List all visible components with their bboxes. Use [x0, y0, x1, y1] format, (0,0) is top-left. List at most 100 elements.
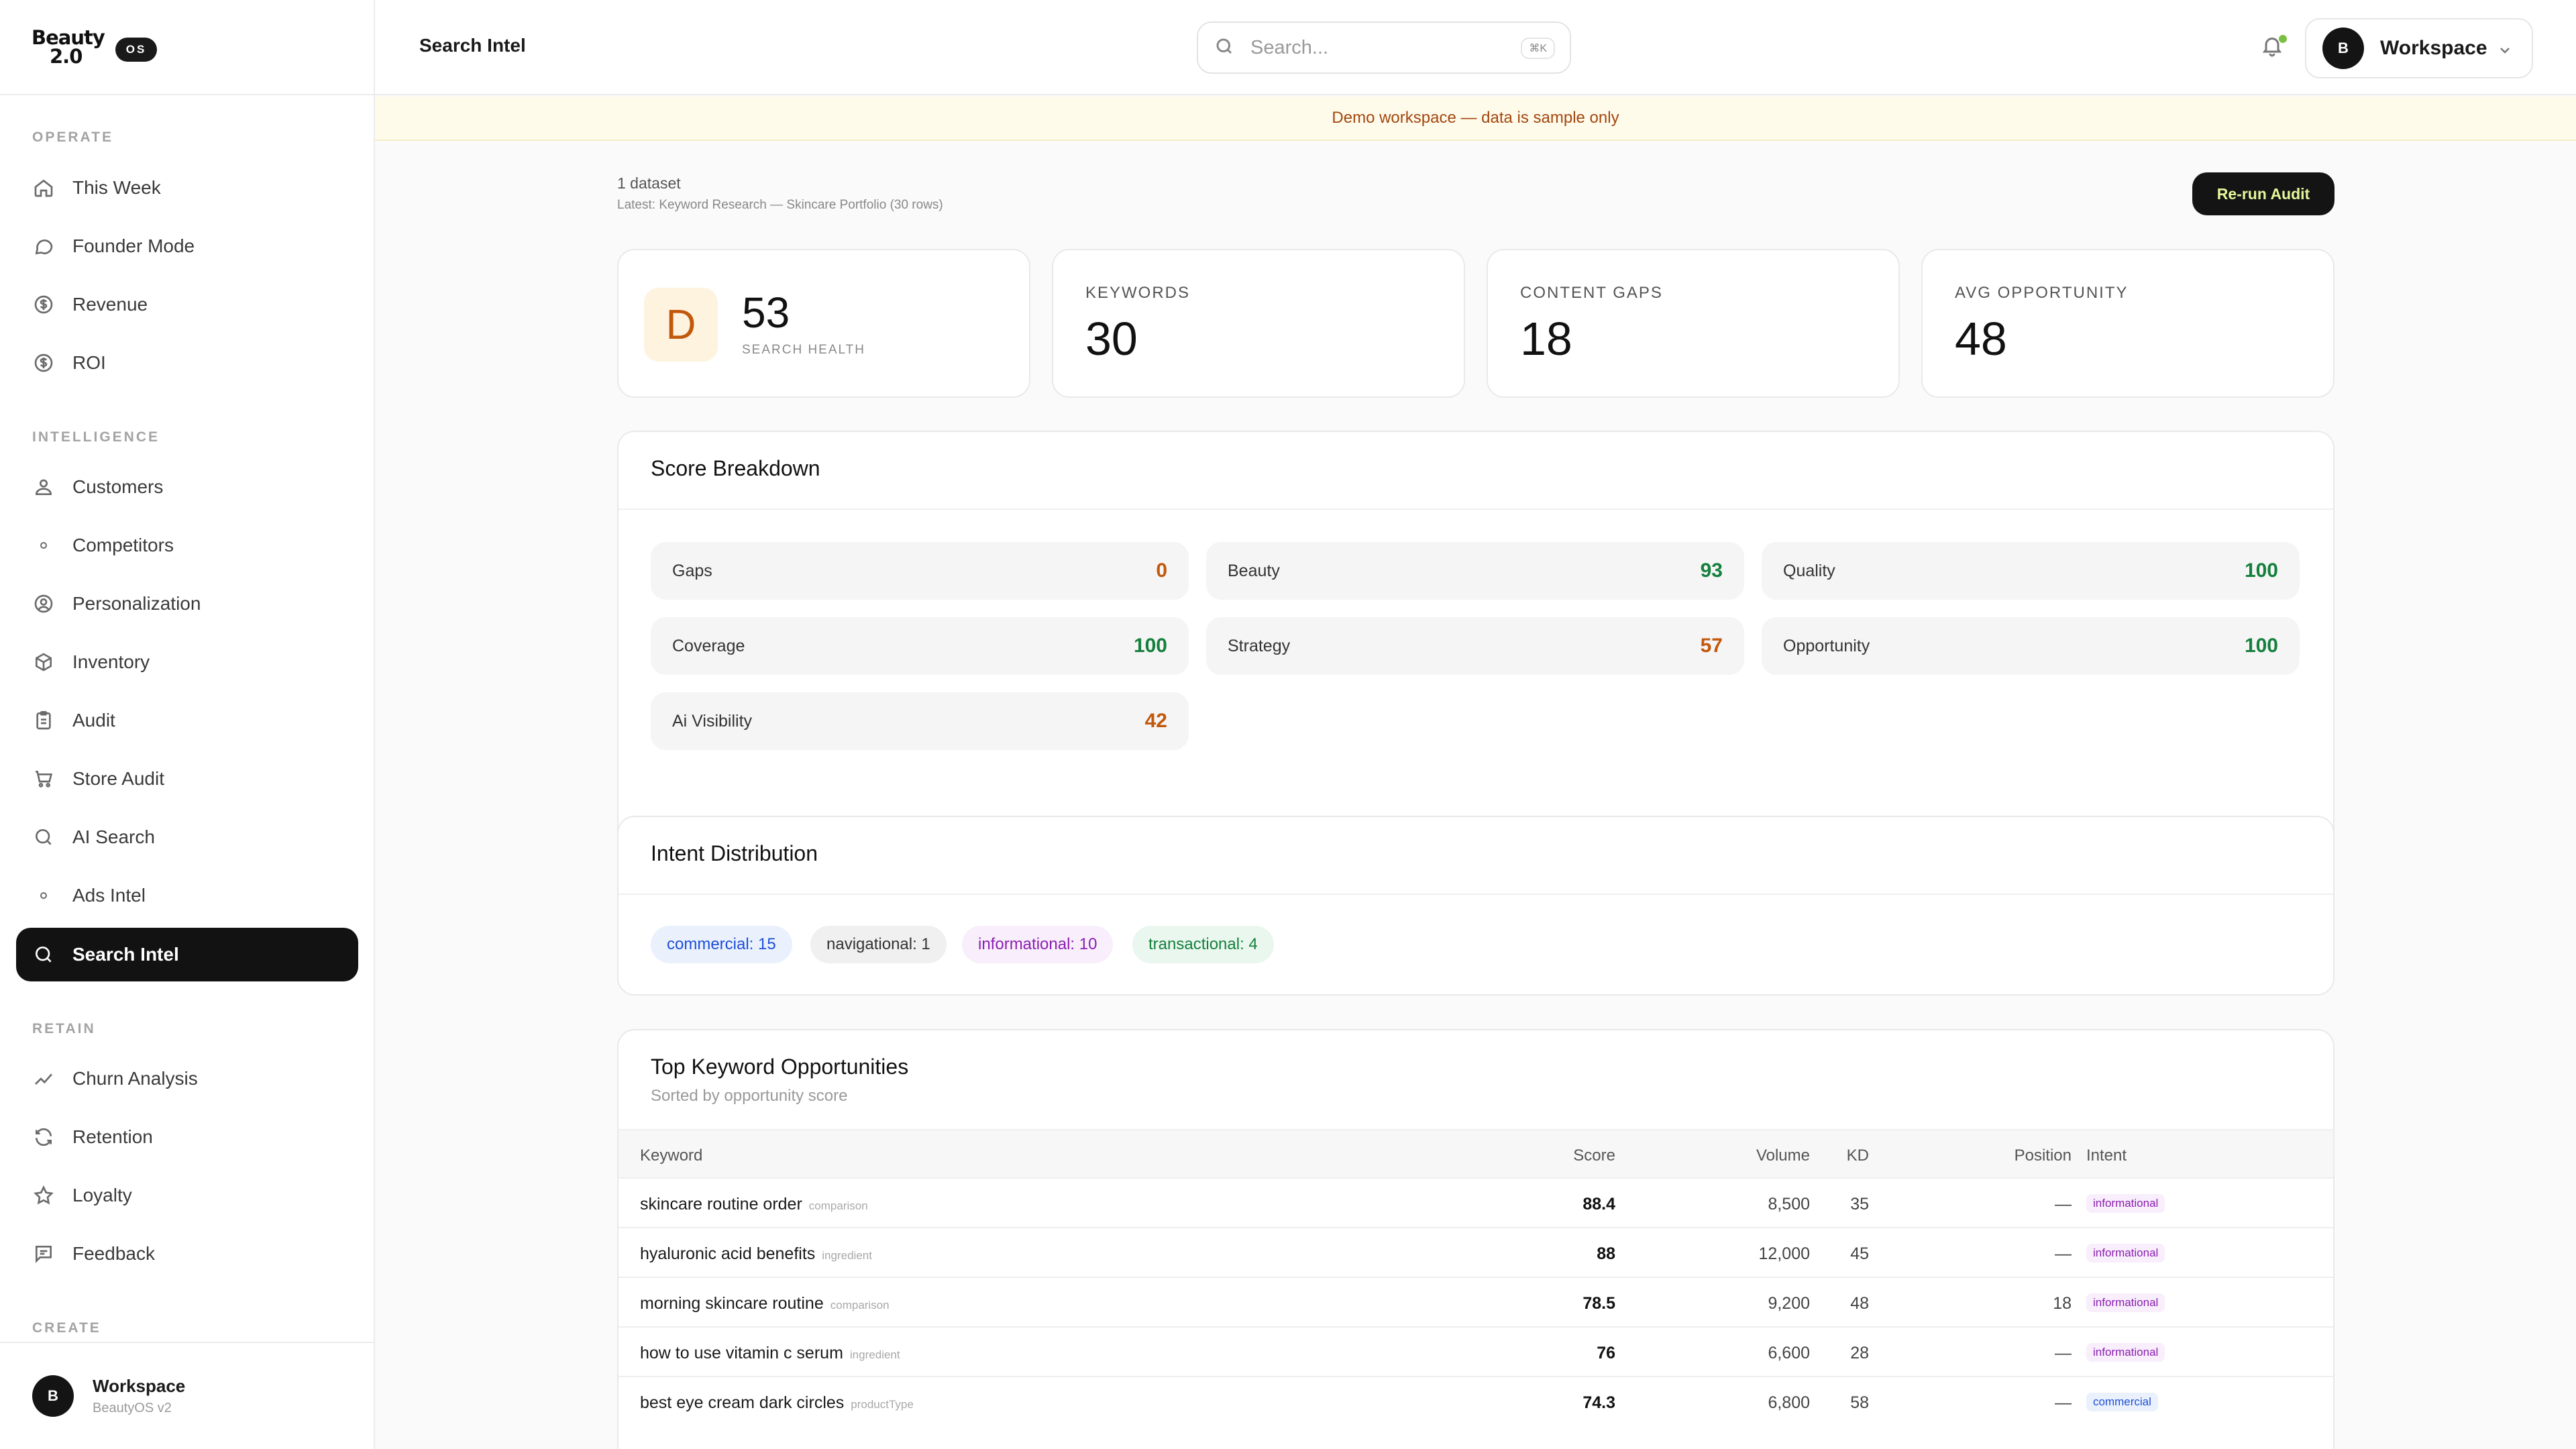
sidebar-item-founder-mode[interactable]: Founder Mode	[16, 219, 358, 273]
dataset-count: 1 dataset	[617, 174, 681, 192]
search-box[interactable]: ⌘K	[1197, 21, 1571, 74]
volume-cell: 6,600	[1768, 1344, 1810, 1362]
score-item-quality: Quality 100	[1762, 542, 2300, 600]
search-health-card: D 53 SEARCH HEALTH	[617, 249, 1030, 398]
table-row[interactable]: skincare routine order comparison 88.4 8,…	[619, 1177, 2333, 1227]
page-title: Search Intel	[419, 35, 526, 56]
section-label-create: CREATE	[32, 1320, 101, 1336]
notifications-button[interactable]	[2260, 34, 2287, 60]
intent-pill-transactional: transactional: 4	[1132, 926, 1274, 963]
intent-tag: informational	[2086, 1194, 2165, 1213]
sidebar-item-roi[interactable]: ROI	[16, 336, 358, 390]
keyword-cell: how to use vitamin c serum ingredient	[640, 1344, 900, 1362]
sidebar-item-label: Retention	[72, 1126, 153, 1147]
score-cell: 76	[1597, 1344, 1615, 1362]
column-header-position[interactable]: Position	[2014, 1146, 2072, 1165]
user-circle-icon	[32, 592, 55, 615]
keyword-cell: morning skincare routine comparison	[640, 1294, 890, 1313]
home-icon	[32, 176, 55, 199]
column-header-score[interactable]: Score	[1573, 1146, 1615, 1165]
column-header-volume[interactable]: Volume	[1756, 1146, 1810, 1165]
keyword-cell: skincare routine order comparison	[640, 1195, 868, 1214]
avatar: B	[32, 1375, 74, 1417]
table-row[interactable]: morning skincare routine comparison 78.5 …	[619, 1277, 2333, 1326]
sidebar-item-competitors[interactable]: Competitors	[16, 519, 358, 572]
volume-cell: 8,500	[1768, 1195, 1810, 1214]
sidebar-item-customers[interactable]: Customers	[16, 460, 358, 514]
sidebar-item-ads-intel[interactable]: Ads Intel	[16, 869, 358, 922]
sidebar-item-store-audit[interactable]: Store Audit	[16, 752, 358, 806]
sidebar-item-label: ROI	[72, 352, 106, 373]
sidebar-item-personalization[interactable]: Personalization	[16, 577, 358, 631]
search-icon	[32, 943, 55, 966]
score-item-opportunity: Opportunity 100	[1762, 617, 2300, 675]
message-icon	[32, 1242, 55, 1265]
column-header-keyword[interactable]: Keyword	[640, 1146, 703, 1165]
position-cell: —	[2055, 1244, 2072, 1263]
score-item-strategy: Strategy 57	[1206, 617, 1744, 675]
column-header-kd[interactable]: KD	[1846, 1146, 1869, 1165]
keywords-card: KEYWORDS 30	[1052, 249, 1465, 398]
table-row[interactable]: how to use vitamin c serum ingredient 76 …	[619, 1326, 2333, 1376]
rerun-audit-button[interactable]: Re-run Audit	[2192, 172, 2334, 215]
sidebar-item-churn-analysis[interactable]: Churn Analysis	[16, 1052, 358, 1106]
sidebar-item-retention[interactable]: Retention	[16, 1110, 358, 1164]
column-header-intent[interactable]: Intent	[2086, 1146, 2127, 1165]
sidebar-item-label: Churn Analysis	[72, 1068, 198, 1089]
sidebar-item-label: Revenue	[72, 294, 148, 315]
volume-cell: 6,800	[1768, 1393, 1810, 1412]
notification-dot	[2279, 35, 2287, 43]
refresh-icon	[32, 1126, 55, 1148]
table-row[interactable]: best eye cream dark circles productType 7…	[619, 1376, 2333, 1426]
health-label: SEARCH HEALTH	[742, 343, 866, 357]
sidebar-footer[interactable]: B Workspace BeautyOS v2	[0, 1342, 374, 1449]
sidebar-item-ai-search[interactable]: AI Search	[16, 810, 358, 864]
intent-distribution-card: Intent Distribution commercial: 15 navig…	[617, 816, 2334, 996]
sidebar-item-feedback[interactable]: Feedback	[16, 1227, 358, 1281]
chat-icon	[32, 235, 55, 258]
os-badge: OS	[115, 38, 158, 62]
sidebar-item-this-week[interactable]: This Week	[16, 161, 358, 215]
sidebar-item-audit[interactable]: Audit	[16, 694, 358, 747]
sidebar-item-search-intel[interactable]: Search Intel	[16, 928, 358, 981]
workspace-label: Workspace	[2380, 37, 2487, 59]
section-title: Intent Distribution	[651, 841, 818, 865]
demo-banner: Demo workspace — data is sample only	[375, 97, 2576, 141]
sidebar-item-revenue[interactable]: Revenue	[16, 278, 358, 331]
trend-icon	[32, 1067, 55, 1090]
section-label-retain: RETAIN	[32, 1021, 96, 1036]
workspace-switcher[interactable]: B Workspace	[2305, 18, 2533, 78]
keyword-cell: best eye cream dark circles productType	[640, 1393, 914, 1412]
kd-cell: 58	[1850, 1393, 1869, 1412]
bell-icon	[2260, 38, 2284, 60]
intent-pill-navigational: navigational: 1	[810, 926, 947, 963]
intent-tag: informational	[2086, 1244, 2165, 1263]
sidebar-item-label: Feedback	[72, 1243, 155, 1264]
sidebar-item-inventory[interactable]: Inventory	[16, 635, 358, 689]
position-cell: —	[2055, 1393, 2072, 1412]
table-row[interactable]: hyaluronic acid benefits ingredient 88 12…	[619, 1227, 2333, 1277]
section-title: Top Keyword Opportunities	[651, 1055, 909, 1079]
position-cell: —	[2055, 1344, 2072, 1362]
sidebar-item-label: Founder Mode	[72, 235, 195, 256]
brand-logo[interactable]: Beauty 2.0	[32, 26, 105, 68]
sidebar-item-label: Inventory	[72, 651, 150, 672]
sidebar-item-label: Store Audit	[72, 768, 164, 789]
sidebar-item-label: Loyalty	[72, 1185, 132, 1205]
keyword-opportunities-card: Top Keyword Opportunities Sorted by oppo…	[617, 1029, 2334, 1449]
sidebar-item-label: AI Search	[72, 826, 155, 847]
sidebar-item-loyalty[interactable]: Loyalty	[16, 1169, 358, 1222]
sidebar-item-label: Audit	[72, 710, 115, 731]
avatar: B	[2322, 28, 2364, 69]
search-icon	[32, 826, 55, 849]
score-item-ai-visibility: Ai Visibility 42	[651, 692, 1189, 750]
sidebar-item-label: This Week	[72, 177, 161, 198]
section-label-intelligence: INTELLIGENCE	[32, 429, 160, 445]
section-label-operate: OPERATE	[32, 129, 113, 145]
sidebar-item-label: Personalization	[72, 593, 201, 614]
position-cell: 18	[2053, 1294, 2072, 1313]
search-input[interactable]	[1250, 36, 1492, 59]
star-icon	[32, 1184, 55, 1207]
score-item-coverage: Coverage 100	[651, 617, 1189, 675]
shortcut-hint: ⌘K	[1521, 38, 1555, 59]
